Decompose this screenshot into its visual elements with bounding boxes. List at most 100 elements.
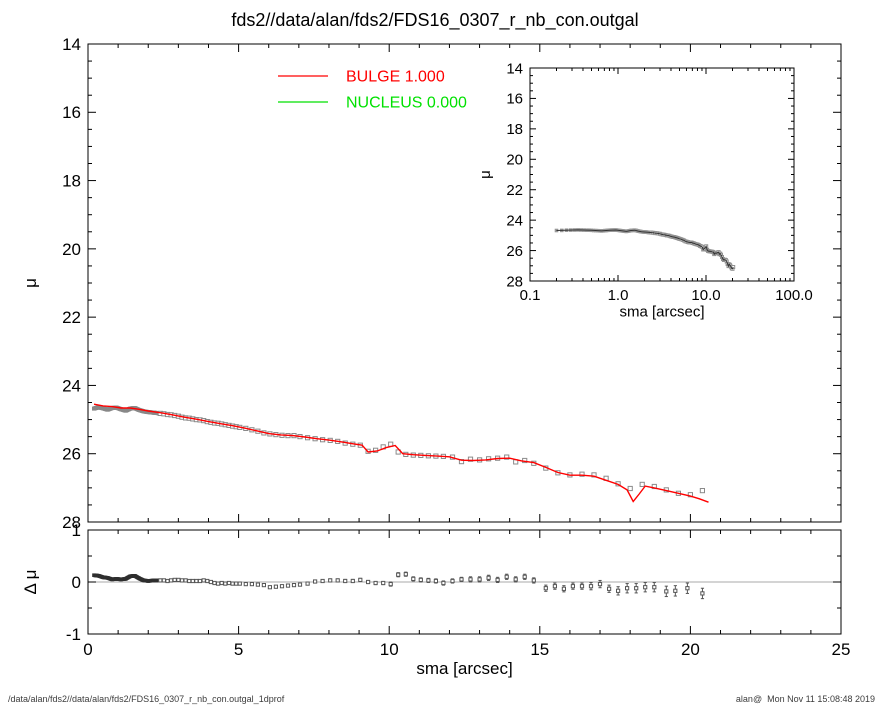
data-point-square xyxy=(403,572,408,577)
data-point-square xyxy=(237,581,242,586)
x-tick-label: 25 xyxy=(832,640,851,659)
y-axis-label: μ xyxy=(477,170,494,179)
data-point-square xyxy=(169,578,174,583)
data-point-square xyxy=(219,580,224,586)
data-point-square xyxy=(328,578,333,583)
plot-title: fds2//data/alan/fds2/FDS16_0307_r_nb_con… xyxy=(231,10,639,30)
y-tick-label: 26 xyxy=(62,445,81,464)
x-tick-label: 10.0 xyxy=(691,287,720,304)
x-tick-label: 20 xyxy=(681,640,700,659)
data-point-square xyxy=(634,586,639,591)
y-tick-label: 28 xyxy=(62,513,81,532)
data-point-square xyxy=(183,578,188,583)
data-point-square xyxy=(699,488,705,494)
x-axis-label: sma [arcsec] xyxy=(416,659,512,678)
data-point-square xyxy=(179,578,185,583)
data-point-square xyxy=(579,584,585,589)
y-tick-label: 18 xyxy=(506,121,523,138)
data-point-square xyxy=(433,578,438,584)
data-point-square xyxy=(579,471,585,477)
data-point-square xyxy=(212,580,217,586)
data-point-square xyxy=(249,582,255,587)
y-tick-label: 24 xyxy=(506,212,523,229)
data-point-square xyxy=(172,577,177,582)
data-point-square xyxy=(335,578,340,583)
data-point-square xyxy=(477,577,482,582)
data-point-square xyxy=(161,578,167,583)
data-point-square xyxy=(396,572,401,577)
data-point-square xyxy=(607,586,612,591)
data-point-square xyxy=(366,579,371,585)
data-point-square xyxy=(350,578,355,584)
y-axis-label: Δ μ xyxy=(21,570,40,595)
data-point-square xyxy=(158,578,163,583)
data-point-square xyxy=(426,578,431,583)
y-tick-label: 24 xyxy=(62,376,81,395)
data-point-square xyxy=(176,577,181,582)
y-tick-label: -1 xyxy=(66,625,81,644)
y-axis-label: μ xyxy=(21,278,40,288)
axis-ticks xyxy=(529,67,795,282)
data-point-square xyxy=(643,585,648,590)
y-tick-label: 26 xyxy=(506,243,523,260)
x-tick-label: 5 xyxy=(234,640,243,659)
data-point-square xyxy=(467,456,474,462)
data-point-square xyxy=(230,581,235,586)
data-point-square xyxy=(261,583,266,588)
data-point-square xyxy=(552,584,557,589)
data-point-square xyxy=(459,577,464,582)
data-point-square xyxy=(639,481,645,487)
y-tick-label: 14 xyxy=(506,60,523,77)
data-point-square xyxy=(627,485,633,492)
data-point-square xyxy=(513,577,518,582)
data-point-square xyxy=(223,581,228,586)
data-point-square xyxy=(343,578,348,584)
data-point-square xyxy=(226,580,232,586)
footer-user-timestamp: alan@ Mon Nov 11 15:08:48 2019 xyxy=(735,694,875,704)
inset-profile-line xyxy=(556,229,734,270)
data-point-square xyxy=(381,580,386,586)
y-tick-label: 16 xyxy=(506,91,523,108)
footer-file-path: /data/alan/fds2//data/alan/fds2/FDS16_03… xyxy=(8,694,285,704)
data-point-square xyxy=(652,585,657,590)
data-point-square xyxy=(313,579,318,584)
data-point-square xyxy=(197,578,203,584)
data-point-square xyxy=(234,581,239,586)
data-point-square xyxy=(388,582,393,587)
data-point-square xyxy=(597,582,603,587)
data-point-square xyxy=(504,574,509,579)
data-point-square xyxy=(187,578,192,584)
legend-label: NUCLEUS 0.000 xyxy=(346,95,467,112)
data-point-square xyxy=(216,581,221,586)
data-point-square xyxy=(468,577,473,582)
legend-label: BULGE 1.000 xyxy=(346,69,445,86)
y-tick-label: 22 xyxy=(506,182,523,199)
data-point-square xyxy=(320,578,325,584)
y-tick-label: 28 xyxy=(506,273,523,290)
y-tick-label: 18 xyxy=(62,172,81,191)
data-point-square xyxy=(285,583,291,588)
x-tick-label: 1.0 xyxy=(608,287,629,304)
data-point-square xyxy=(531,578,536,583)
data-point-square xyxy=(495,577,500,582)
data-point-square xyxy=(243,582,248,587)
data-point-square xyxy=(570,584,575,589)
data-point-square xyxy=(194,578,199,584)
x-tick-label: 0 xyxy=(83,640,92,659)
data-point-square xyxy=(450,578,455,584)
data-point-square xyxy=(673,588,678,593)
y-tick-label: 20 xyxy=(506,152,523,169)
data-point-square xyxy=(305,581,310,586)
data-point-square xyxy=(616,588,621,593)
inset-profile-squares xyxy=(554,228,736,271)
bulge-model-line-path xyxy=(93,403,709,503)
data-point-square xyxy=(700,591,705,596)
data-point-square xyxy=(522,574,527,579)
axes-frame xyxy=(529,67,795,282)
x-axis-label: sma [arcsec] xyxy=(619,303,704,320)
data-point-square xyxy=(664,589,669,594)
axis-ticks xyxy=(87,43,842,523)
data-point-square xyxy=(411,576,416,581)
